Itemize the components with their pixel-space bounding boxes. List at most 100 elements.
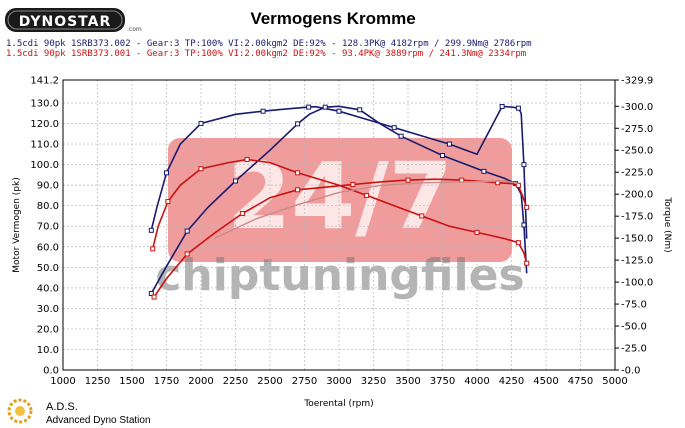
legend-entry-1: 1.5cdi 90pk 1SRB373.002 - Gear:3 TP:100%… <box>6 39 532 49</box>
x-tick-label: 5000 <box>602 376 627 387</box>
y-tick-label: 30.0 <box>37 304 59 315</box>
series-1-point <box>336 108 342 114</box>
series-4-point <box>295 187 301 193</box>
y2-tick-label: -300.0 <box>621 102 653 113</box>
series-3-point <box>524 260 530 266</box>
y-tick-label: 40.0 <box>37 283 59 294</box>
x-tick-label: 3000 <box>326 376 351 387</box>
series-1-point <box>391 125 397 131</box>
series-4-point <box>405 177 411 183</box>
series-1-point <box>306 104 312 110</box>
series-2-point <box>184 228 190 234</box>
series-4-point <box>184 251 190 257</box>
brand-suffix: .com <box>127 26 142 33</box>
series-2-point <box>295 121 301 127</box>
y2-tick-label: -75.0 <box>621 300 647 311</box>
series-2-point <box>148 291 154 297</box>
x-tick-label: 2750 <box>292 376 317 387</box>
watermark-box <box>168 138 512 262</box>
series-line-4 <box>153 178 528 298</box>
series-line-1 <box>150 105 528 239</box>
series-4-point <box>239 211 245 217</box>
y-axis-title: Motor Vermogen (pk) <box>12 177 22 272</box>
series-3-point <box>165 199 171 205</box>
y2-tick-label: -275.0 <box>621 124 653 135</box>
y2-tick-label: -329.9 <box>621 76 653 87</box>
x-tick-label: 4750 <box>568 376 593 387</box>
series-2-point <box>440 153 445 159</box>
y-tick-label: 130.0 <box>30 99 59 110</box>
y-axis-ticks: 0.0 10.0 20.0 30.0 40.0 50.0 60.0 70.0 80.0 90.0 1… <box>30 76 59 377</box>
series-3-point <box>244 156 250 162</box>
ads-logo <box>7 398 33 424</box>
y-tick-label: 120.0 <box>30 119 59 130</box>
y-tick-label: 60.0 <box>37 242 59 253</box>
series-2-point <box>357 107 363 113</box>
series-3-point <box>364 192 370 198</box>
series-4-point <box>350 182 356 188</box>
ads-logo-icon <box>7 398 33 424</box>
x-tick-label: 3750 <box>430 376 455 387</box>
y2-tick-label: -125.0 <box>621 256 653 267</box>
brand-logo: DYNOSTAR .com <box>5 8 142 33</box>
x-axis-title: Toerental (rpm) <box>303 399 373 409</box>
series-1-point <box>260 108 266 114</box>
series-2-point <box>481 168 487 174</box>
series-3-point <box>198 166 204 172</box>
footer-line-1: A.D.S. <box>46 401 78 413</box>
x-axis-ticks: 1000 1250 1500 1750 2000 2250 2500 2750 3000 3250… <box>50 376 627 387</box>
brand-name: DYNOSTAR <box>19 14 112 30</box>
y2-tick-label: -250.0 <box>621 146 653 157</box>
series-1-point <box>521 162 527 168</box>
y2-axis-title: Torque (Nm) <box>662 196 672 252</box>
series-3-point <box>515 240 521 246</box>
x-tick-label: 4500 <box>533 376 558 387</box>
y2-tick-label: -25.0 <box>621 344 647 355</box>
y2-tick-label: -200.0 <box>621 190 653 201</box>
y2-axis-ticks: -0.0 -25.0 -50.0 -75.0 -100.0 -125.0 -150.0 -17… <box>615 76 653 377</box>
y2-tick-label: -0.0 <box>621 366 641 377</box>
footer-line-2: Advanced Dyno Station <box>46 415 151 426</box>
x-tick-label: 2000 <box>188 376 213 387</box>
y-tick-label: 80.0 <box>37 201 59 212</box>
grid <box>62 79 616 371</box>
series-3-point <box>419 213 425 219</box>
legend-entry-2: 1.5cdi 90pk 1SRB373.001 - Gear:3 TP:100%… <box>6 49 526 59</box>
series-2-point <box>398 133 404 139</box>
x-tick-label: 2250 <box>223 376 248 387</box>
series-1-point <box>446 141 452 147</box>
x-tick-label: 4000 <box>464 376 489 387</box>
x-tick-label: 3500 <box>395 376 420 387</box>
y-tick-label: 50.0 <box>37 263 59 274</box>
chart-title: Vermogens Kromme <box>250 9 415 28</box>
y-tick-label: 141.2 <box>30 76 59 87</box>
series-2-point <box>233 178 238 184</box>
y-tick-label: 100.0 <box>30 160 59 171</box>
y-tick-label: 0.0 <box>43 366 59 377</box>
series-1-point <box>515 105 521 111</box>
x-tick-label: 2500 <box>257 376 282 387</box>
watermark: 24/7 chiptuningfiles <box>155 138 525 301</box>
series-2-point <box>322 104 328 110</box>
series-3-point <box>474 229 480 235</box>
y2-tick-label: -150.0 <box>621 234 653 245</box>
series-3-point <box>150 246 156 252</box>
y-tick-label: 90.0 <box>37 181 59 192</box>
series-3-point <box>295 170 301 176</box>
x-tick-label: 4250 <box>499 376 524 387</box>
series-line-5 <box>214 180 519 239</box>
x-tick-label: 1250 <box>85 376 110 387</box>
plot-frame <box>62 79 616 371</box>
series-2-point <box>521 222 527 228</box>
y2-tick-label: -50.0 <box>621 322 647 333</box>
y-tick-label: 20.0 <box>37 324 59 335</box>
series-4-point <box>524 204 530 210</box>
y-tick-label: 110.0 <box>30 140 59 151</box>
y-tick-label: 70.0 <box>37 222 59 233</box>
series-layer <box>148 103 530 300</box>
x-tick-label: 3250 <box>361 376 386 387</box>
y2-tick-label: -100.0 <box>621 278 653 289</box>
watermark-big: 24/7 <box>227 143 453 250</box>
x-tick-label: 1500 <box>119 376 144 387</box>
